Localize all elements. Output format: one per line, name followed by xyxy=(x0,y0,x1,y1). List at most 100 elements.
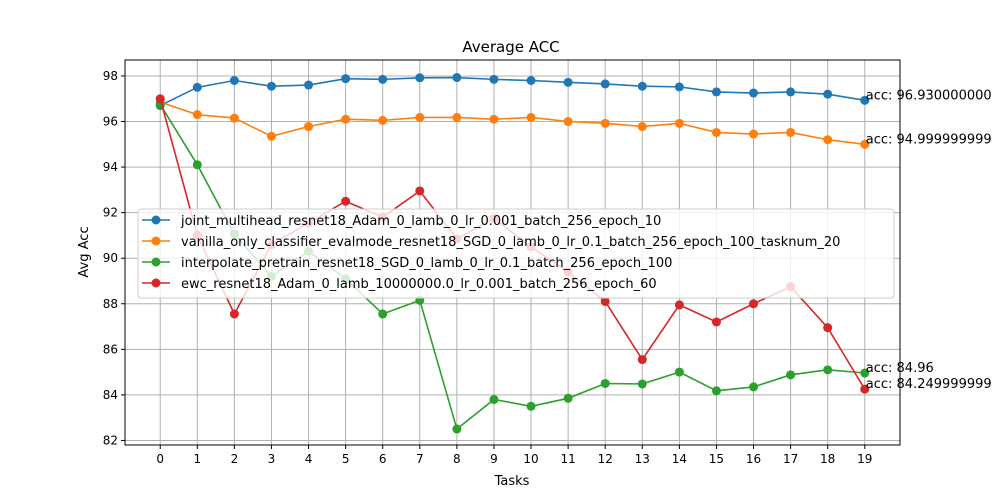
data-point xyxy=(304,122,314,132)
series-line xyxy=(159,101,865,146)
end-value-label: acc: 96.930000000 xyxy=(866,88,992,103)
data-point xyxy=(378,309,388,319)
data-point xyxy=(266,131,276,141)
data-point xyxy=(526,76,536,86)
data-point xyxy=(526,401,536,411)
data-point xyxy=(637,379,647,389)
x-tick-label: 3 xyxy=(268,452,276,466)
y-tick-label: 88 xyxy=(103,297,118,311)
x-tick-label: 15 xyxy=(709,452,724,466)
data-point xyxy=(674,367,684,377)
legend-label: vanilla_only_classifier_evalmode_resnet1… xyxy=(181,235,840,250)
data-point xyxy=(192,110,202,120)
data-point xyxy=(674,118,684,128)
x-tick-label: 2 xyxy=(231,452,239,466)
data-point xyxy=(786,370,796,380)
x-tick-label: 10 xyxy=(523,452,538,466)
legend-marker xyxy=(151,257,161,267)
data-point xyxy=(341,74,351,84)
data-point xyxy=(229,76,239,86)
data-point xyxy=(674,300,684,310)
x-axis-label: Tasks xyxy=(494,474,530,489)
x-tick-label: 4 xyxy=(305,452,313,466)
y-tick-label: 84 xyxy=(103,388,118,402)
x-tick-label: 7 xyxy=(416,452,424,466)
data-point xyxy=(786,87,796,97)
data-point xyxy=(600,378,610,388)
data-point xyxy=(192,82,202,92)
data-point xyxy=(304,80,314,90)
x-tick-label: 18 xyxy=(820,452,835,466)
x-tick-label: 8 xyxy=(453,452,461,466)
data-point xyxy=(563,77,573,87)
data-point xyxy=(749,299,759,309)
data-point xyxy=(749,129,759,139)
data-point xyxy=(452,424,462,434)
y-axis: 82 84 86 88 90 92 94 96 98 xyxy=(103,69,125,447)
data-point xyxy=(155,94,165,104)
data-point xyxy=(526,112,536,122)
data-point xyxy=(452,112,462,122)
data-point xyxy=(637,122,647,132)
x-tick-label: 1 xyxy=(193,452,201,466)
data-point xyxy=(600,296,610,306)
data-point xyxy=(415,112,425,122)
data-point xyxy=(711,127,721,137)
x-tick-label: 13 xyxy=(635,452,650,466)
legend-label: joint_multihead_resnet18_Adam_0_lamb_0_l… xyxy=(180,214,661,229)
x-tick-label: 16 xyxy=(746,452,761,466)
data-point xyxy=(711,317,721,327)
data-point xyxy=(489,74,499,84)
legend-marker xyxy=(151,236,161,246)
data-point xyxy=(823,135,833,145)
y-tick-label: 92 xyxy=(103,206,118,220)
data-point xyxy=(563,393,573,403)
data-point xyxy=(637,81,647,91)
x-axis: 0 1 2 3 4 5 6 7 8 9 10 11 12 13 14 15 16 17 18 19 xyxy=(156,445,872,466)
data-point xyxy=(860,95,870,105)
data-point xyxy=(489,114,499,124)
y-tick-label: 86 xyxy=(103,342,118,356)
x-tick-label: 6 xyxy=(379,452,387,466)
data-point xyxy=(341,114,351,124)
series-line xyxy=(159,76,865,107)
plot-frame xyxy=(124,59,901,446)
data-point xyxy=(749,382,759,392)
data-point xyxy=(674,82,684,92)
legend: joint_multihead_resnet18_Adam_0_lamb_0_l… xyxy=(137,208,895,299)
x-tick-label: 12 xyxy=(598,452,613,466)
y-tick-label: 90 xyxy=(103,251,118,265)
x-tick-label: 0 xyxy=(156,452,164,466)
chart-title: Average ACC xyxy=(462,38,559,56)
data-point xyxy=(600,79,610,89)
data-point xyxy=(823,89,833,99)
data-point xyxy=(860,384,870,394)
data-point xyxy=(749,88,759,98)
data-point xyxy=(266,81,276,91)
data-point xyxy=(341,196,351,206)
data-point xyxy=(637,355,647,365)
data-point xyxy=(192,160,202,170)
data-point xyxy=(489,394,499,404)
legend-label: interpolate_pretrain_resnet18_SGD_0_lamb… xyxy=(181,256,672,271)
y-tick-label: 94 xyxy=(103,160,118,174)
legend-marker xyxy=(151,215,161,225)
x-tick-label: 11 xyxy=(560,452,575,466)
data-point xyxy=(415,73,425,83)
end-value-label: acc: 84.96 xyxy=(866,361,934,376)
data-point xyxy=(378,74,388,84)
y-tick-label: 98 xyxy=(103,69,118,83)
data-point xyxy=(415,186,425,196)
data-point xyxy=(823,365,833,375)
x-tick-label: 14 xyxy=(672,452,687,466)
y-tick-label: 96 xyxy=(103,115,118,129)
legend-box xyxy=(137,208,895,299)
data-point xyxy=(860,139,870,149)
data-point xyxy=(452,73,462,83)
legend-label: ewc_resnet18_Adam_0_lamb_10000000.0_lr_0… xyxy=(181,277,657,292)
data-point xyxy=(563,117,573,127)
data-point xyxy=(860,368,870,378)
y-tick-label: 82 xyxy=(103,433,118,447)
data-point xyxy=(229,113,239,123)
